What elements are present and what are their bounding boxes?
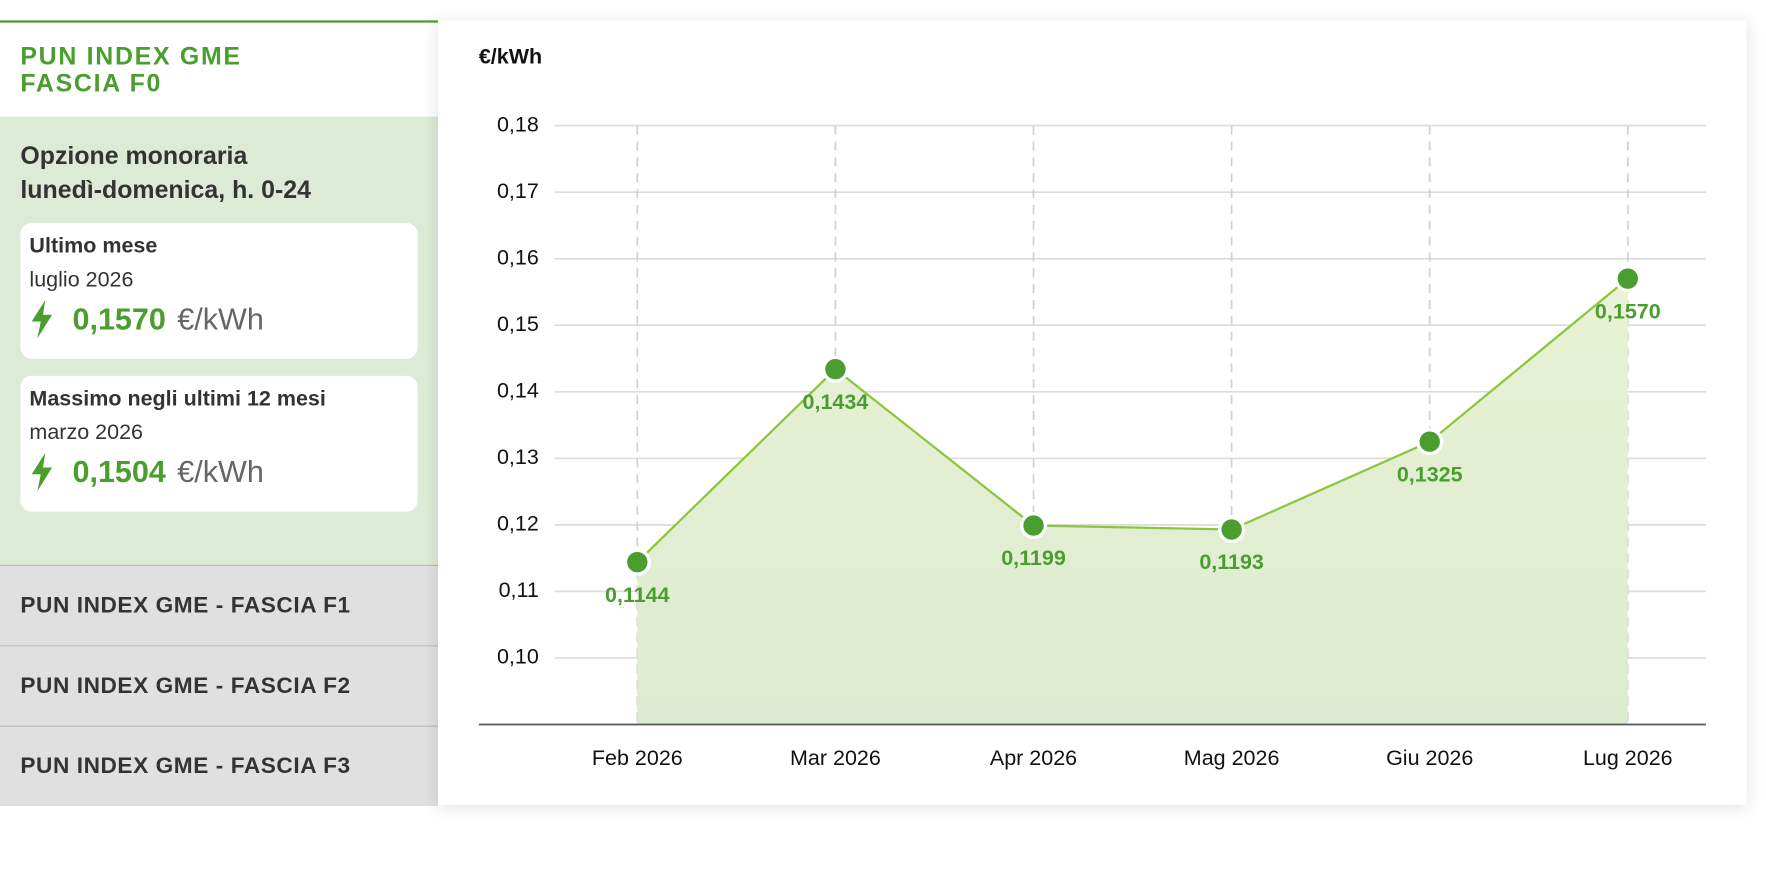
x-tick-label: Feb 2026 [592, 746, 683, 770]
x-tick-label: Apr 2026 [990, 746, 1077, 770]
data-label: 0,1434 [803, 390, 869, 414]
data-label: 0,1570 [1595, 299, 1661, 323]
data-label: 0,1199 [1001, 546, 1066, 570]
card-unit: €/kWh [177, 301, 264, 336]
card-value: 0,1504 [72, 454, 166, 489]
active-tab-title[interactable]: PUN INDEX GME FASCIA F0 [0, 23, 438, 117]
tab-panel: Opzione monoraria lunedì-domenica, h. 0-… [0, 116, 439, 565]
y-tick-label: 0,10 [497, 645, 539, 669]
y-axis-title: €/kWh [479, 44, 542, 68]
title-line: PUN INDEX GME [20, 41, 242, 71]
card-period: luglio 2026 [29, 268, 134, 293]
point [1614, 265, 1642, 293]
card-unit: €/kWh [177, 454, 264, 489]
card-label: Massimo negli ultimi 12 mesi [29, 387, 326, 411]
card-period: marzo 2026 [29, 421, 144, 445]
y-tick-label: 0,13 [497, 445, 539, 469]
sidebar: PUN INDEX GME FASCIA F0 Opzione monorari… [0, 20, 439, 806]
x-tick-label: Giu 2026 [1386, 746, 1473, 770]
x-tick-label: Mar 2026 [790, 746, 881, 770]
point [1218, 515, 1246, 544]
point [623, 548, 651, 576]
stat-card: Ultimo mese luglio 2026 0,1570 €/kWh [20, 223, 418, 359]
tab[interactable]: PUN INDEX GME - FASCIA F2 [0, 645, 439, 726]
point [1019, 511, 1048, 540]
y-tick-label: 0,15 [497, 312, 539, 336]
description-line: Opzione monoraria [20, 141, 248, 170]
data-label: 0,1193 [1199, 550, 1264, 574]
area [637, 278, 1628, 725]
line [636, 277, 1629, 563]
y-tick-label: 0,16 [497, 245, 539, 269]
description-line: lunedì-domenica, h. 0-24 [20, 175, 311, 204]
y-tick-label: 0,18 [497, 112, 539, 136]
point [1416, 428, 1444, 456]
y-tick-label: 0,17 [497, 179, 539, 203]
chart: €/kWh 0,10 0,11 0,12 0,13 0,14 0,15 0,16 0,17 0,… [478, 44, 1706, 770]
card-value: 0,1570 [72, 301, 166, 336]
y-tick-label: 0,11 [499, 578, 539, 602]
tab[interactable]: PUN INDEX GME - FASCIA F3 [0, 725, 439, 806]
bolt-icon [31, 299, 53, 339]
y-tick-label: 0,14 [497, 378, 539, 402]
card-value-row: 0,1504 €/kWh [29, 452, 408, 492]
x-tick-label: Mag 2026 [1184, 746, 1280, 770]
point [821, 355, 849, 383]
tabs: PUN INDEX GME - FASCIA F1 PUN INDEX GME -… [0, 564, 439, 806]
tab[interactable]: PUN INDEX GME - FASCIA F1 [0, 564, 439, 646]
data-label: 0,1325 [1397, 462, 1463, 486]
bolt-icon [31, 452, 53, 492]
x-tick-label: Lug 2026 [1583, 746, 1673, 770]
data-label: 0,1144 [605, 583, 670, 607]
y-tick-label: 0,12 [497, 512, 539, 536]
stat-card: Massimo negli ultimi 12 mesi marzo 2026 0,… [20, 375, 418, 512]
chart-card: €/kWh 0,10 0,11 0,12 0,13 0,14 0,15 0,16 0,17 0,… [438, 20, 1747, 805]
cards: Ultimo mese luglio 2026 0,1570 €/kWh Massimo… [20, 223, 418, 512]
title-line: FASCIA F0 [20, 69, 163, 98]
description: Opzione monoraria lunedì-domenica, h. 0-… [20, 139, 417, 207]
card-label: Ultimo mese [29, 234, 158, 259]
card-value-row: 0,1570 €/kWh [29, 299, 408, 339]
